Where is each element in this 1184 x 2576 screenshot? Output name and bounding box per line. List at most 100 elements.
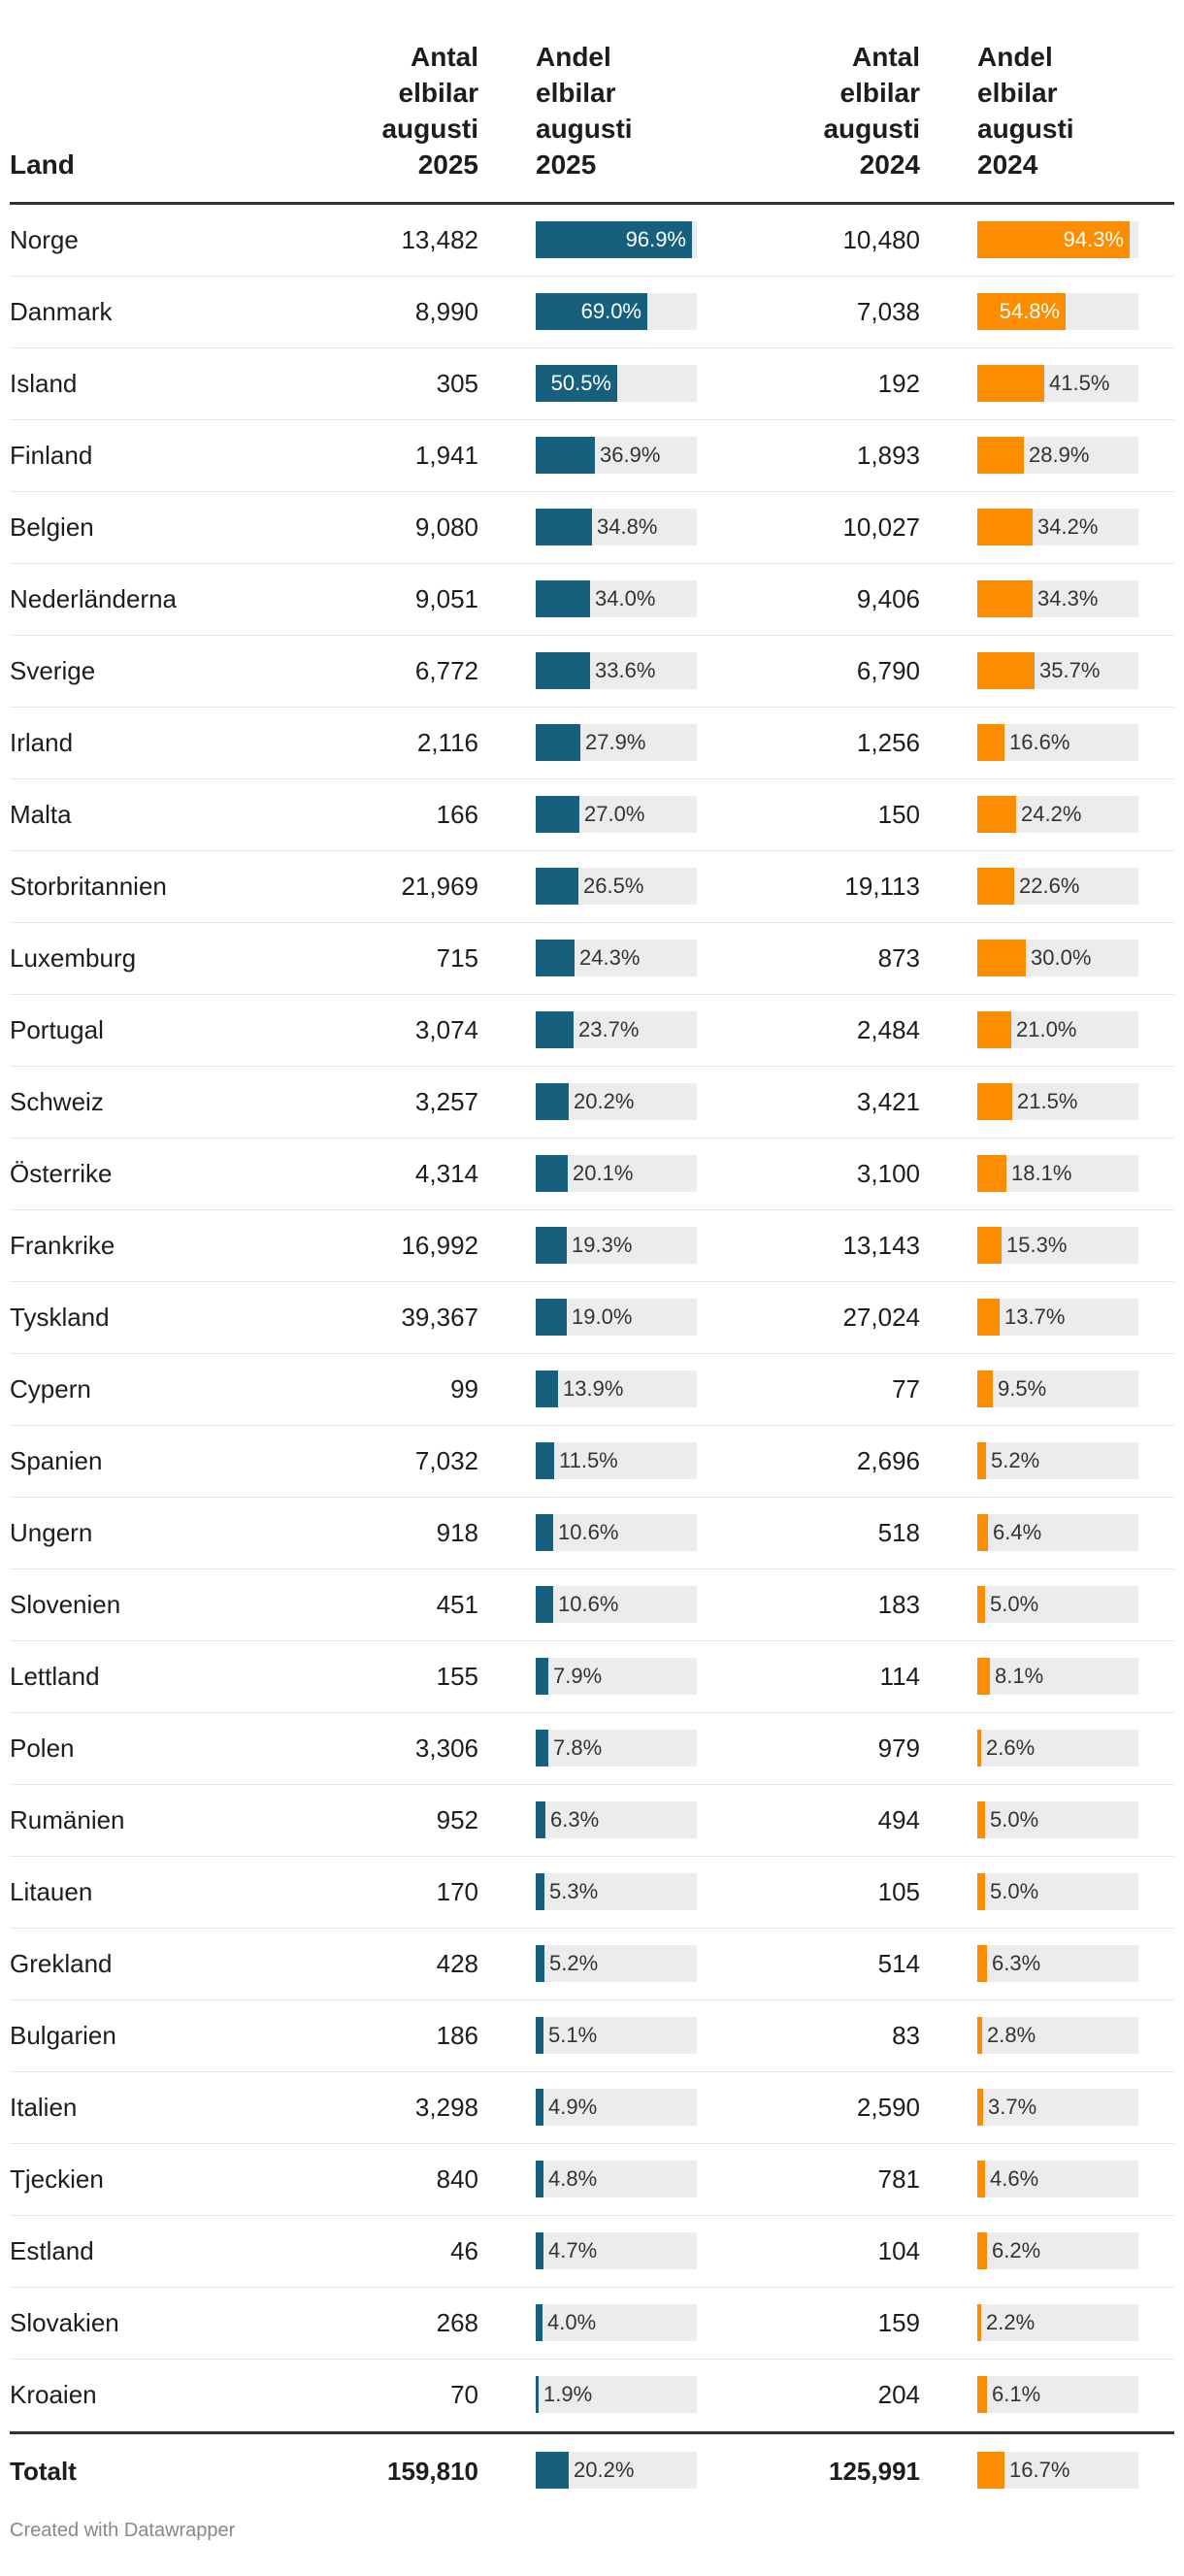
cell-land: Finland: [10, 441, 93, 470]
bar-track-share-2024: 30.0%: [977, 940, 1138, 976]
header-count-2025: Antal elbilar augusti 2025: [381, 42, 478, 180]
bar-track-share-2024: 5.0%: [977, 1873, 1138, 1910]
bar-track-share-2025: 7.8%: [536, 1730, 697, 1767]
bar-share-2024: [977, 509, 1033, 545]
bar-share-2024: [977, 1227, 1002, 1264]
table-row: Cypern 99 13.9% 77 9.5%: [10, 1354, 1174, 1426]
table-row: Island 305 50.5% 192 41.5%: [10, 348, 1174, 420]
bar-label-share-2024: 2.8%: [987, 2023, 1036, 2047]
table-row: Bulgarien 186 5.1% 83 2.8%: [10, 2000, 1174, 2072]
bar-label-share-2024: 6.3%: [992, 1951, 1041, 1975]
table-row: Italien 3,298 4.9% 2,590 3.7%: [10, 2072, 1174, 2144]
bar-label-share-2025: 1.9%: [543, 2382, 593, 2406]
cell-land: Totalt: [10, 2457, 77, 2486]
cell-land: Lettland: [10, 1662, 100, 1691]
cell-count-2024: 6,790: [856, 656, 920, 685]
bar-share-2025: [536, 652, 590, 689]
cell-count-2024: 13,143: [842, 1231, 920, 1260]
bar-share-2025: [536, 796, 579, 833]
bar-label-share-2024: 21.5%: [1017, 1089, 1078, 1113]
cell-count-2024: 192: [877, 369, 920, 398]
cell-count-2024: 494: [877, 1805, 920, 1834]
bar-share-2024: [977, 437, 1024, 474]
bar-share-2024: [977, 1730, 981, 1767]
cell-count-2025: 46: [450, 2236, 478, 2265]
bar-track-share-2024: 54.8%: [977, 293, 1138, 330]
bar-share-2024: [977, 1442, 986, 1479]
bar-track-share-2024: 15.3%: [977, 1227, 1138, 1264]
bar-track-share-2025: 34.8%: [536, 509, 697, 545]
cell-count-2024: 3,421: [856, 1087, 920, 1116]
footer-credit: Created with Datawrapper: [10, 2520, 236, 2541]
bar-label-share-2024: 2.6%: [986, 1735, 1036, 1760]
table-row: Storbritannien 21,969 26.5% 19,113 22.6%: [10, 851, 1174, 923]
bar-share-2024: [977, 1873, 985, 1910]
bar-share-2024: [977, 2017, 982, 2054]
bar-track-share-2025: 4.7%: [536, 2232, 697, 2269]
cell-land: Ungern: [10, 1518, 93, 1547]
bar-label-share-2024: 5.2%: [991, 1448, 1040, 1472]
bar-label-share-2024: 41.5%: [1049, 371, 1110, 395]
bar-label-share-2025: 27.0%: [584, 802, 645, 826]
bar-track-share-2025: 11.5%: [536, 1442, 697, 1479]
cell-land: Kroaien: [10, 2380, 97, 2409]
cell-land: Spanien: [10, 1446, 103, 1475]
bar-share-2024: [977, 1371, 993, 1407]
bar-label-share-2024: 15.3%: [1006, 1233, 1068, 1257]
table-row: Österrike 4,314 20.1% 3,100 18.1%: [10, 1139, 1174, 1210]
header-count-2024: Antal elbilar augusti 2024: [823, 42, 920, 180]
table-row: Belgien 9,080 34.8% 10,027 34.2%: [10, 492, 1174, 564]
bar-track-share-2024: 6.2%: [977, 2232, 1138, 2269]
table-body: Norge 13,482 96.9% 10,480 94.3% Danmark 8,990 6…: [10, 205, 1174, 2508]
cell-count-2024: 3,100: [856, 1159, 920, 1188]
table-row: Irland 2,116 27.9% 1,256 16.6%: [10, 708, 1174, 779]
bar-share-2025: [536, 2452, 569, 2489]
table-row: Tjeckien 840 4.8% 781 4.6%: [10, 2144, 1174, 2216]
bar-label-share-2024: 3.7%: [988, 2095, 1037, 2119]
cell-count-2024: 27,024: [842, 1303, 920, 1332]
cell-count-2024: 1,256: [856, 728, 920, 757]
cell-land: Bulgarien: [10, 2021, 116, 2050]
bar-track-share-2025: 7.9%: [536, 1658, 697, 1695]
bar-share-2025: [536, 437, 595, 474]
bar-share-2025: [536, 1442, 554, 1479]
bar-share-2025: [536, 1227, 567, 1264]
bar-track-share-2024: 16.7%: [977, 2452, 1138, 2489]
bar-track-share-2024: 18.1%: [977, 1155, 1138, 1192]
bar-share-2024: [977, 1586, 985, 1623]
table-row: Schweiz 3,257 20.2% 3,421 21.5%: [10, 1067, 1174, 1139]
table-row: Slovakien 268 4.0% 159 2.2%: [10, 2288, 1174, 2360]
bar-track-share-2024: 6.1%: [977, 2376, 1138, 2413]
cell-land: Island: [10, 369, 78, 398]
bar-share-2025: [536, 1945, 544, 1982]
bar-share-2024: [977, 940, 1026, 976]
cell-count-2025: 13,482: [401, 225, 478, 254]
table-row: Norge 13,482 96.9% 10,480 94.3%: [10, 205, 1174, 277]
cell-count-2025: 9,051: [414, 584, 478, 613]
bar-label-share-2025: 4.7%: [548, 2238, 598, 2262]
bar-label-share-2024: 8.1%: [995, 1664, 1044, 1688]
cell-count-2025: 21,969: [401, 872, 478, 901]
bar-label-share-2025: 23.7%: [578, 1017, 640, 1041]
cell-count-2025: 268: [436, 2308, 478, 2337]
table-row: Lettland 155 7.9% 114 8.1%: [10, 1641, 1174, 1713]
table-row: Frankrike 16,992 19.3% 13,143 15.3%: [10, 1210, 1174, 1282]
bar-track-share-2024: 4.6%: [977, 2161, 1138, 2197]
cell-count-2024: 518: [877, 1518, 920, 1547]
table-row: Tyskland 39,367 19.0% 27,024 13.7%: [10, 1282, 1174, 1354]
bar-track-share-2025: 10.6%: [536, 1514, 697, 1551]
bar-label-share-2025: 10.6%: [558, 1592, 619, 1616]
bar-track-share-2025: 4.8%: [536, 2161, 697, 2197]
cell-count-2025: 3,074: [414, 1015, 478, 1044]
bar-share-2024: [977, 580, 1033, 617]
bar-label-share-2024: 13.7%: [1004, 1305, 1066, 1329]
cell-count-2024: 204: [877, 2380, 920, 2409]
bar-track-share-2025: 34.0%: [536, 580, 697, 617]
bar-track-share-2025: 26.5%: [536, 868, 697, 905]
cell-land: Norge: [10, 225, 79, 254]
bar-track-share-2024: 6.4%: [977, 1514, 1138, 1551]
cell-land: Nederländerna: [10, 584, 178, 613]
bar-share-2025: [536, 1873, 544, 1910]
bar-track-share-2024: 5.0%: [977, 1801, 1138, 1838]
bar-label-share-2024: 34.3%: [1037, 586, 1099, 611]
